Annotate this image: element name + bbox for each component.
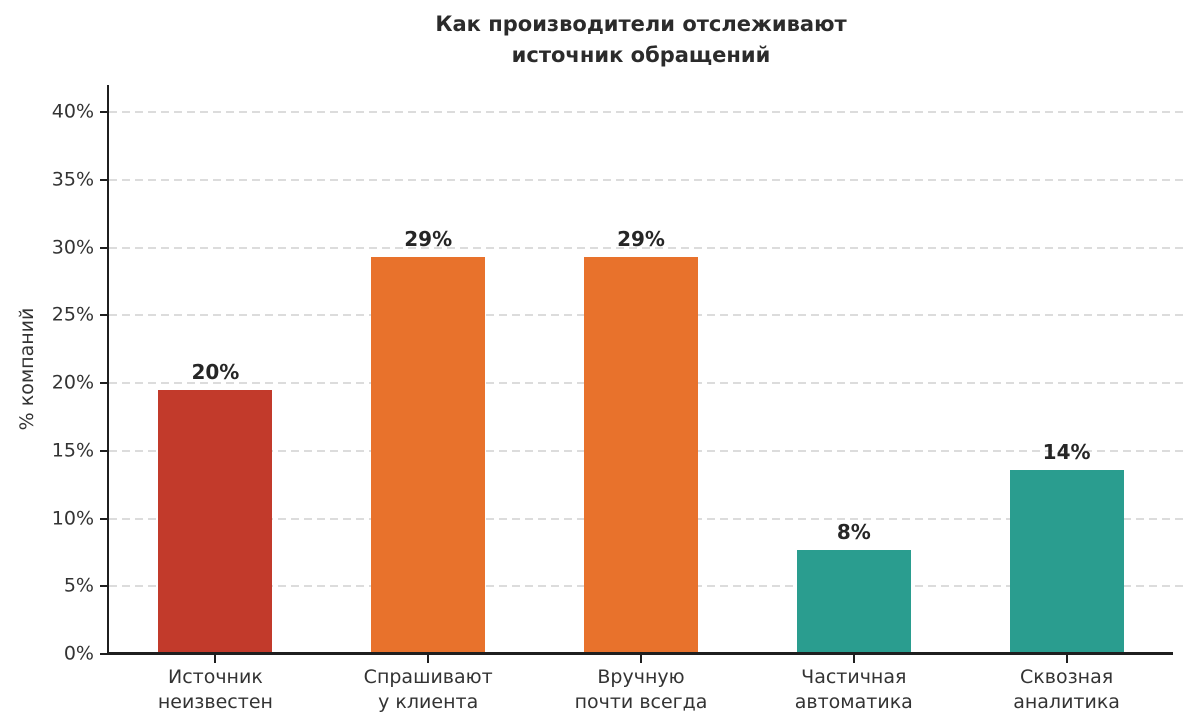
y-axis-tick	[100, 449, 107, 452]
y-axis-tick	[100, 314, 107, 317]
x-axis-tick	[640, 655, 642, 663]
y-tick-label: 10%	[51, 507, 94, 530]
x-tick-label: Источник неизвестен	[157, 666, 273, 713]
bar-value-label: 14%	[1042, 439, 1091, 464]
bar	[158, 389, 273, 654]
bar	[584, 257, 698, 654]
bar-value-label: 29%	[617, 227, 665, 252]
bar	[796, 549, 911, 654]
x-tick-label: Сквозная аналитика	[1013, 666, 1120, 713]
y-tick-label: 15%	[51, 439, 94, 462]
x-tick-label: Спрашивают у клиента	[363, 666, 493, 713]
y-tick-label: 30%	[51, 236, 94, 259]
y-tick-label: 25%	[51, 303, 94, 326]
x-tick-label: Частичная автоматика	[794, 666, 913, 713]
gridline	[109, 111, 1185, 114]
y-tick-label: 40%	[51, 100, 94, 123]
y-axis-tick	[100, 246, 107, 249]
chart-title-line-1: Как производители отслеживают	[435, 12, 847, 36]
bar-value-label: 8%	[836, 519, 871, 544]
y-tick-label: 0%	[63, 642, 94, 665]
x-axis-line	[108, 652, 1173, 655]
gridline	[109, 246, 1185, 249]
x-axis-tick	[427, 655, 430, 663]
y-tick-label: 35%	[51, 168, 94, 191]
x-tick-label: Вручную почти всегда	[574, 666, 708, 713]
bar	[1009, 469, 1124, 654]
x-axis-tick	[214, 655, 217, 663]
bar-value-label: 20%	[191, 359, 240, 384]
y-axis-tick	[100, 178, 107, 181]
chart-title-line-2: источник обращений	[511, 43, 771, 67]
y-axis-tick	[100, 585, 107, 588]
y-axis-tick	[100, 111, 107, 114]
x-axis-tick	[1065, 655, 1068, 663]
y-tick-label: 20%	[51, 371, 94, 394]
x-axis-tick	[852, 655, 855, 663]
chart-title: Как производители отслеживают источник о…	[109, 9, 1173, 71]
bar-value-label: 29%	[404, 227, 453, 252]
y-axis-line	[107, 85, 109, 655]
y-tick-label: 5%	[63, 574, 94, 597]
bar	[371, 257, 486, 654]
y-axis-tick	[100, 517, 107, 520]
gridline	[109, 178, 1185, 181]
y-axis-tick	[100, 653, 107, 655]
y-axis-tick	[100, 382, 107, 385]
